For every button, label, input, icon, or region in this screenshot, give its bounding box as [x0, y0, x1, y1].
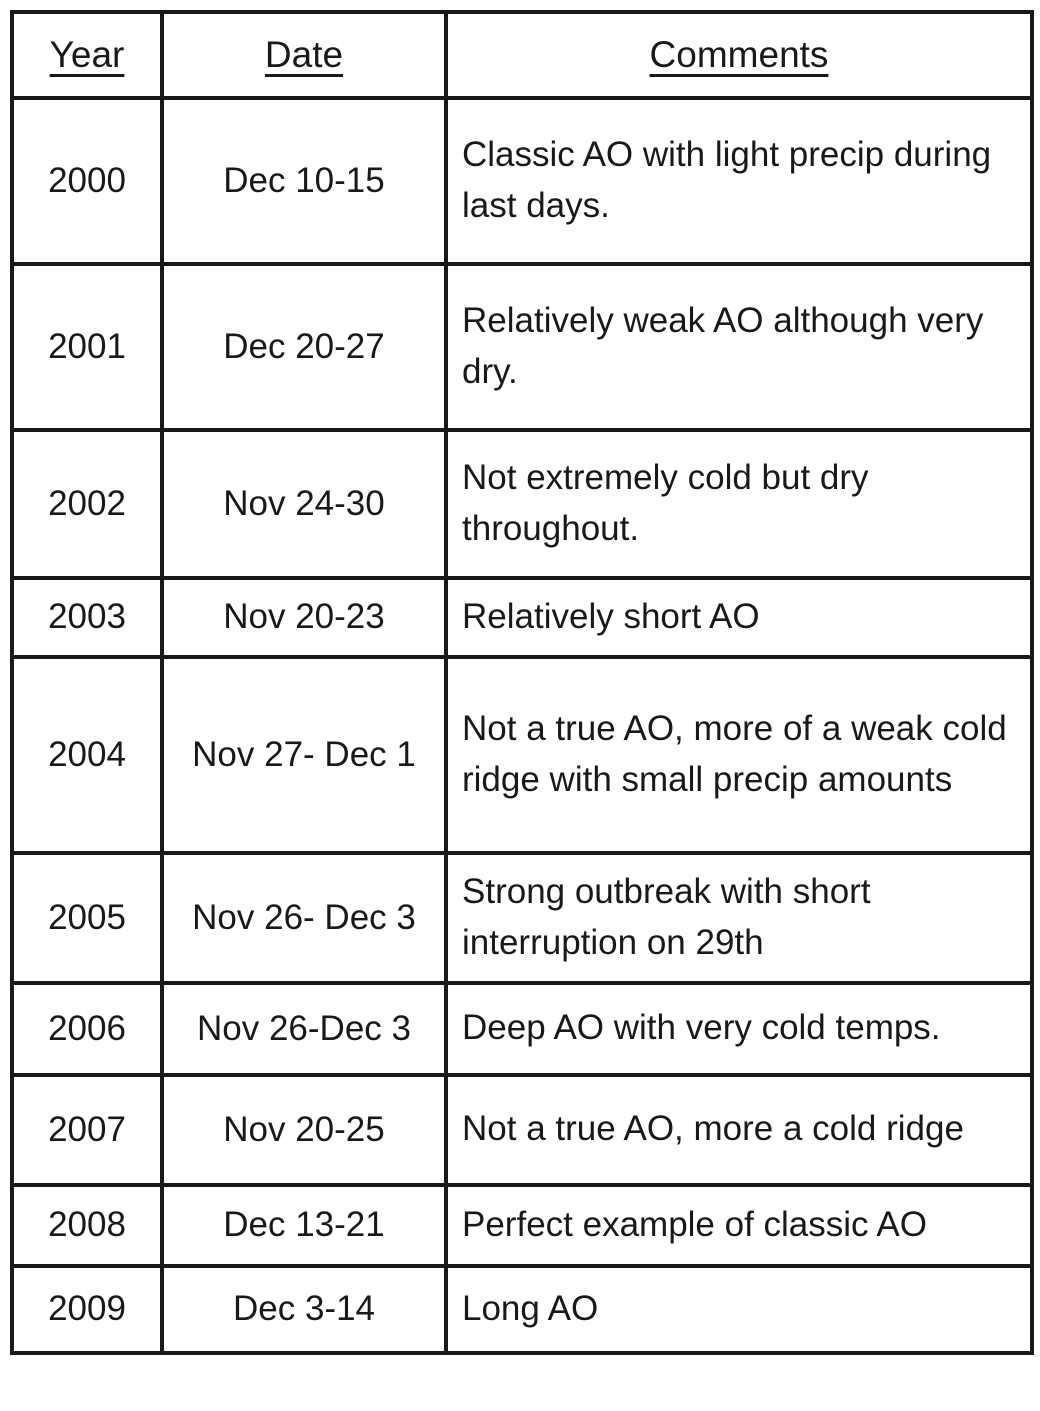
table-header: Year Date Comments [10, 10, 1034, 100]
table-row: 2005 Nov 26- Dec 3 Strong outbreak with … [10, 850, 1034, 985]
table-row: 2009 Dec 3-14 Long AO [10, 1263, 1034, 1355]
table-row: 2006 Nov 26-Dec 3 Deep AO with very cold… [10, 980, 1034, 1077]
comment-cell: Deep AO with very cold temps. [444, 980, 1034, 1077]
comment-cell: Relatively short AO [444, 576, 1034, 659]
header-row: Year Date Comments [10, 10, 1034, 100]
table-row: 2007 Nov 20-25 Not a true AO, more a col… [10, 1072, 1034, 1187]
date-cell: Nov 24-30 [160, 428, 448, 580]
table-row: 2004 Nov 27- Dec 1 Not a true AO, more o… [10, 654, 1034, 855]
comment-cell: Not a true AO, more of a weak cold ridge… [444, 654, 1034, 855]
year-cell: 2007 [10, 1072, 164, 1187]
comment-cell: Relatively weak AO although very dry. [444, 262, 1034, 432]
year-cell: 2009 [10, 1263, 164, 1355]
comment-cell: Long AO [444, 1263, 1034, 1355]
date-cell: Dec 3-14 [160, 1263, 448, 1355]
comment-cell: Strong outbreak with short interruption … [444, 850, 1034, 985]
year-cell: 2001 [10, 262, 164, 432]
table-row: 2003 Nov 20-23 Relatively short AO [10, 576, 1034, 659]
year-cell: 2000 [10, 96, 164, 266]
year-cell: 2006 [10, 980, 164, 1077]
date-cell: Dec 10-15 [160, 96, 448, 266]
column-header-comments: Comments [444, 10, 1034, 100]
date-cell: Nov 26- Dec 3 [160, 850, 448, 985]
column-header-date: Date [160, 10, 448, 100]
year-cell: 2002 [10, 428, 164, 580]
year-cell: 2003 [10, 576, 164, 659]
table-body: 2000 Dec 10-15 Classic AO with light pre… [10, 96, 1034, 1355]
ao-events-table: Year Date Comments 2000 Dec 10-15 Classi… [10, 10, 1034, 1355]
date-cell: Nov 20-23 [160, 576, 448, 659]
table-row: 2008 Dec 13-21 Perfect example of classi… [10, 1182, 1034, 1268]
date-cell: Nov 20-25 [160, 1072, 448, 1187]
column-header-year: Year [10, 10, 164, 100]
date-cell: Nov 26-Dec 3 [160, 980, 448, 1077]
date-cell: Dec 13-21 [160, 1182, 448, 1268]
comment-cell: Not a true AO, more a cold ridge [444, 1072, 1034, 1187]
comment-cell: Perfect example of classic AO [444, 1182, 1034, 1268]
year-cell: 2004 [10, 654, 164, 855]
year-cell: 2005 [10, 850, 164, 985]
date-cell: Dec 20-27 [160, 262, 448, 432]
table-row: 2001 Dec 20-27 Relatively weak AO althou… [10, 262, 1034, 432]
year-cell: 2008 [10, 1182, 164, 1268]
date-cell: Nov 27- Dec 1 [160, 654, 448, 855]
comment-cell: Not extremely cold but dry throughout. [444, 428, 1034, 580]
comment-cell: Classic AO with light precip during last… [444, 96, 1034, 266]
table-row: 2000 Dec 10-15 Classic AO with light pre… [10, 96, 1034, 266]
table-row: 2002 Nov 24-30 Not extremely cold but dr… [10, 428, 1034, 580]
